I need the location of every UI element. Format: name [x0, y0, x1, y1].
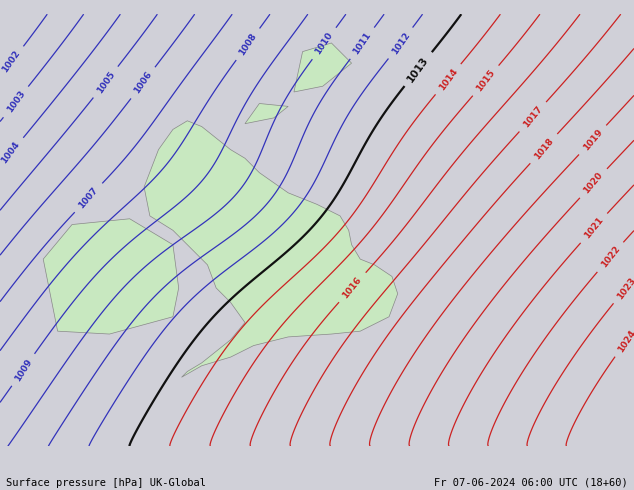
Polygon shape — [144, 121, 398, 377]
Text: 1024: 1024 — [616, 328, 634, 354]
Text: 1009: 1009 — [13, 357, 34, 383]
Text: 1004: 1004 — [0, 140, 22, 166]
Text: 1022: 1022 — [599, 245, 621, 270]
Text: 1006: 1006 — [133, 70, 153, 96]
Text: 1012: 1012 — [390, 30, 411, 56]
Text: 1003: 1003 — [5, 89, 27, 115]
Text: 1007: 1007 — [77, 185, 100, 210]
Text: 1021: 1021 — [583, 216, 605, 241]
Text: 1010: 1010 — [314, 31, 335, 56]
Polygon shape — [245, 103, 288, 123]
Polygon shape — [43, 219, 179, 334]
Text: 1002: 1002 — [1, 49, 22, 74]
Text: Fr 07-06-2024 06:00 UTC (18+60): Fr 07-06-2024 06:00 UTC (18+60) — [434, 478, 628, 488]
Text: 1018: 1018 — [533, 136, 555, 161]
Text: 1019: 1019 — [581, 127, 604, 152]
Text: 1023: 1023 — [615, 275, 634, 301]
Text: 1014: 1014 — [437, 67, 459, 92]
Text: 1015: 1015 — [475, 68, 497, 93]
Text: 1016: 1016 — [341, 275, 364, 300]
Text: 1017: 1017 — [521, 104, 544, 129]
Text: 1008: 1008 — [237, 31, 259, 57]
Text: Surface pressure [hPa] UK-Global: Surface pressure [hPa] UK-Global — [6, 478, 206, 488]
Text: 1011: 1011 — [352, 30, 373, 56]
Polygon shape — [294, 43, 352, 92]
Text: 1005: 1005 — [95, 70, 117, 95]
Text: 1013: 1013 — [406, 54, 430, 84]
Text: 1020: 1020 — [582, 171, 605, 196]
